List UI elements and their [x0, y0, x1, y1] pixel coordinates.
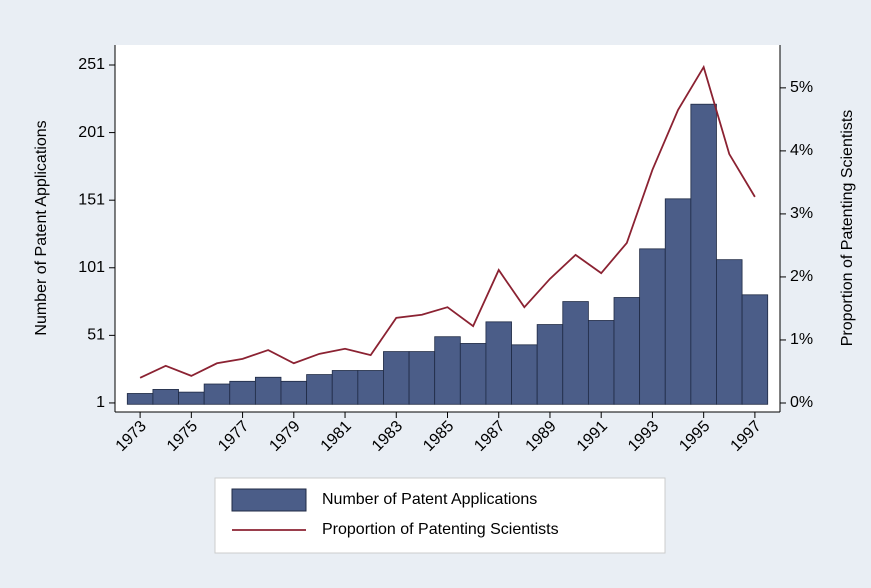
y-tick-label: 151: [78, 191, 105, 208]
y2-tick-label: 4%: [790, 142, 813, 159]
bar: [639, 248, 666, 405]
y-tick-label: 51: [87, 327, 105, 344]
bar: [306, 374, 333, 405]
y2-tick-label: 5%: [790, 79, 813, 96]
y2-tick-label: 2%: [790, 268, 813, 285]
bar: [357, 370, 384, 405]
bar: [536, 324, 564, 405]
bar: [485, 321, 512, 405]
y-tick-label: 1: [96, 394, 105, 411]
bar: [126, 393, 154, 405]
bar: [229, 380, 256, 405]
bar: [664, 198, 692, 405]
y-tick-label: 201: [78, 124, 105, 141]
legend-label: Number of Patent Applications: [322, 491, 537, 508]
legend-label: Proportion of Patenting Scientists: [322, 521, 559, 538]
bar: [690, 103, 717, 405]
y-axis-label: Number of Patent Applications: [33, 120, 50, 335]
y2-tick-label: 3%: [790, 205, 813, 222]
bar: [383, 351, 410, 405]
y2-tick-label: 1%: [790, 331, 813, 348]
bar: [613, 297, 641, 405]
bar: [562, 301, 589, 405]
line: [139, 64, 756, 379]
y-tick-label: 101: [78, 259, 105, 276]
bar: [741, 294, 769, 405]
bar: [331, 370, 359, 405]
y-tick-label: 251: [78, 56, 105, 73]
y2-tick-label: 0%: [790, 394, 813, 411]
bar: [408, 351, 436, 405]
bar: [511, 344, 538, 405]
bar: [203, 383, 231, 405]
bar: [254, 376, 282, 405]
bar: [152, 389, 179, 405]
bar: [280, 380, 308, 405]
bar: [434, 336, 461, 405]
y2-axis-label: Proportion of Patenting Scientists: [839, 110, 856, 347]
legend-swatch: [231, 488, 307, 512]
bar: [459, 343, 487, 405]
bar: [178, 391, 205, 405]
bar: [587, 320, 615, 405]
bar: [716, 259, 743, 405]
